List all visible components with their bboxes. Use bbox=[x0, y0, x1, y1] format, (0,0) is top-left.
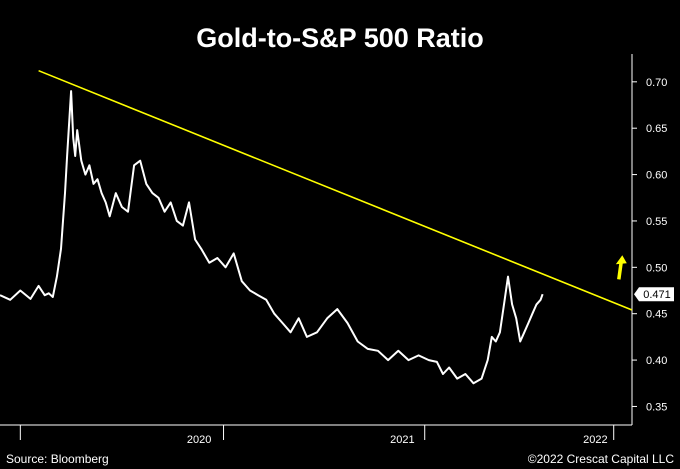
y-tick-label: 0.70 bbox=[646, 77, 667, 89]
series-layer bbox=[0, 69, 633, 385]
y-tick-label: 0.45 bbox=[646, 309, 667, 321]
y-tick-label: 0.50 bbox=[646, 262, 667, 274]
chart-title: Gold-to-S&P 500 Ratio bbox=[196, 23, 484, 53]
y-axis: 0.70 0.65 0.60 0.55 0.50 0.45 0.40 0.35 bbox=[631, 54, 667, 425]
x-tick-label: 2022 bbox=[583, 434, 607, 446]
y-tick-label: 0.35 bbox=[646, 401, 667, 413]
y-tick-label: 0.60 bbox=[646, 170, 667, 182]
last-value-badge bbox=[634, 287, 674, 302]
up-arrow-icon bbox=[615, 255, 627, 265]
y-tick-label: 0.40 bbox=[646, 355, 667, 367]
y-tick-label: 0.55 bbox=[646, 216, 667, 228]
copyright-label: ©2022 Crescat Capital LLC bbox=[528, 452, 675, 466]
annotation-layer: 0.471 bbox=[615, 255, 674, 302]
source-label: Source: Bloomberg bbox=[6, 452, 109, 466]
x-tick-label: 2020 bbox=[187, 434, 211, 446]
trend-line bbox=[38, 69, 633, 311]
last-value-label: 0.471 bbox=[643, 289, 671, 301]
y-tick-label: 0.65 bbox=[646, 123, 667, 135]
ratio-series-line bbox=[0, 90, 544, 385]
up-arrow-shaft bbox=[617, 261, 624, 280]
x-tick-label: 2021 bbox=[390, 434, 414, 446]
x-axis: 2020 2021 2022 bbox=[0, 424, 632, 446]
